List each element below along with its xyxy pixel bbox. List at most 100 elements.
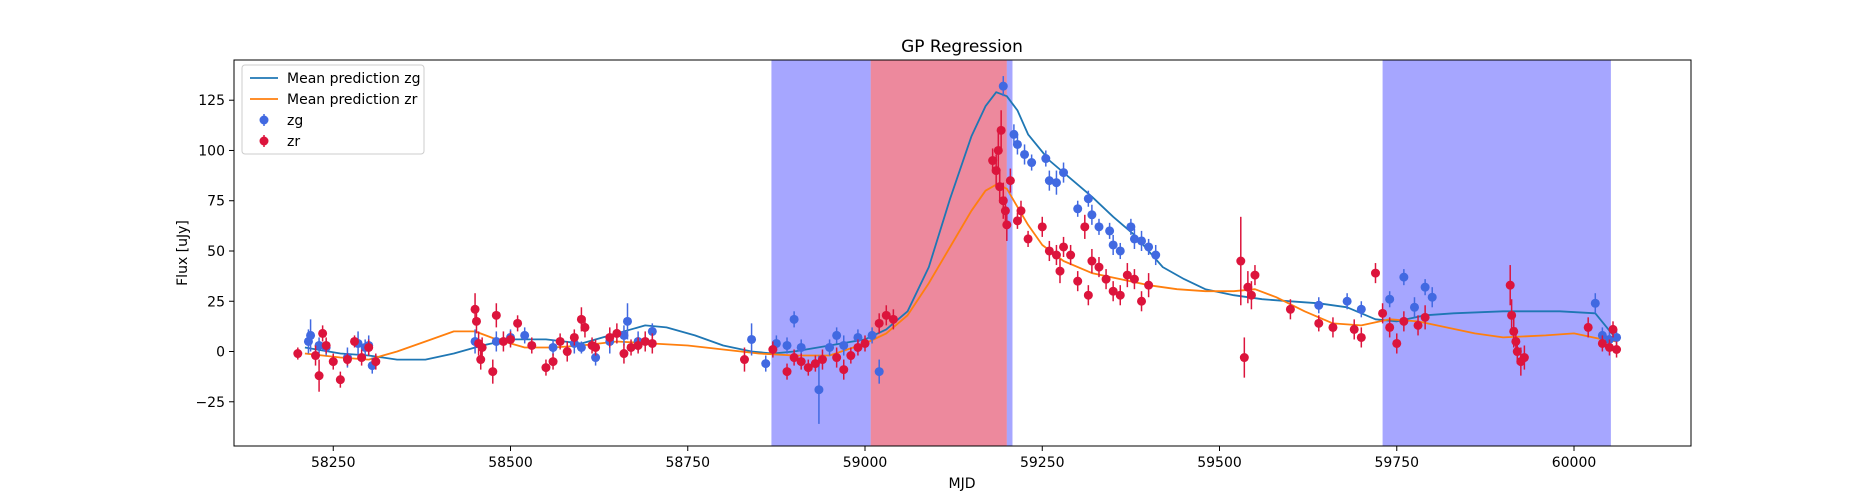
data-point-zg-38 [1020, 144, 1030, 165]
marker-zr-41 [782, 367, 792, 377]
data-point-zr-7 [342, 353, 352, 366]
y-tick-label-100: 100 [198, 143, 225, 159]
marker-zr-103 [1507, 310, 1517, 320]
marker-zg-39 [1027, 158, 1037, 168]
marker-zr-49 [846, 351, 856, 361]
data-point-zr-65 [1016, 200, 1026, 221]
data-point-zg-13 [548, 339, 558, 356]
marker-zg-22 [747, 334, 757, 344]
marker-zr-101 [1420, 312, 1430, 322]
marker-zr-53 [881, 310, 891, 320]
marker-zr-39 [739, 355, 749, 365]
data-point-zr-77 [1094, 257, 1104, 278]
marker-zg-37 [1012, 139, 1022, 149]
x-tick-label-58750: 58750 [665, 455, 710, 471]
data-point-zr-6 [335, 371, 345, 388]
marker-zg-25 [782, 340, 792, 350]
data-point-zr-71 [1059, 236, 1069, 258]
marker-zr-52 [874, 318, 884, 328]
marker-zg-54 [1144, 242, 1154, 252]
marker-zr-85 [1236, 256, 1246, 266]
data-point-zr-74 [1080, 214, 1090, 239]
data-point-zr-0 [293, 347, 303, 360]
marker-zg-23 [761, 359, 771, 369]
marker-zg-40 [1041, 154, 1051, 164]
marker-zr-87 [1243, 282, 1253, 292]
data-point-zg-52 [1129, 228, 1139, 249]
marker-zr-100 [1413, 320, 1423, 330]
data-point-zg-42 [1051, 170, 1061, 195]
data-point-zr-37 [640, 331, 650, 352]
marker-zr-81 [1122, 270, 1132, 280]
data-point-zg-37 [1012, 134, 1022, 155]
marker-zg-13 [548, 342, 558, 352]
data-point-zr-19 [498, 331, 508, 352]
data-point-zg-19 [622, 303, 632, 340]
marker-zr-50 [853, 342, 863, 352]
marker-zr-89 [1250, 270, 1260, 280]
marker-zr-26 [562, 347, 572, 357]
marker-zr-5 [328, 357, 338, 367]
data-point-zg-26 [789, 311, 799, 328]
data-point-zg-53 [1137, 230, 1147, 251]
data-point-zr-111 [1604, 339, 1614, 356]
marker-zg-36 [1009, 129, 1019, 139]
data-point-zr-76 [1087, 248, 1097, 274]
data-point-zr-97 [1385, 317, 1395, 338]
data-point-zr-72 [1066, 244, 1076, 266]
marker-zg-49 [1108, 240, 1118, 250]
data-point-zr-1 [311, 345, 321, 366]
marker-zg-38 [1020, 149, 1030, 159]
data-point-zr-100 [1413, 315, 1423, 336]
data-point-zr-21 [513, 315, 523, 332]
marker-zg-1 [306, 330, 316, 340]
data-point-zg-2 [314, 337, 324, 354]
marker-zg-12 [520, 330, 530, 340]
data-point-zr-45 [810, 355, 820, 372]
legend: Mean prediction zg Mean prediction zr zg… [241, 64, 425, 155]
data-point-zr-112 [1608, 321, 1618, 338]
data-point-zr-110 [1597, 335, 1607, 352]
data-point-zr-15 [476, 349, 486, 370]
marker-zg-41 [1044, 176, 1054, 186]
marker-zg-53 [1137, 236, 1147, 246]
marker-zg-60 [1399, 272, 1409, 282]
data-point-zg-54 [1144, 238, 1154, 256]
data-point-zr-68 [1044, 240, 1054, 262]
data-point-zg-60 [1399, 269, 1409, 286]
marker-zr-35 [626, 342, 636, 352]
data-point-zg-48 [1105, 222, 1115, 239]
marker-zr-90 [1285, 304, 1295, 314]
marker-zr-47 [832, 353, 842, 363]
data-point-zr-93 [1349, 319, 1359, 340]
marker-zr-93 [1349, 324, 1359, 334]
data-point-zr-20 [506, 331, 516, 348]
marker-zr-32 [605, 332, 615, 342]
data-point-zr-102 [1505, 265, 1515, 306]
marker-zr-68 [1044, 246, 1054, 256]
marker-zg-2 [314, 340, 324, 350]
marker-zr-13 [471, 316, 481, 326]
marker-zr-65 [1016, 206, 1026, 216]
data-point-zr-4 [321, 337, 331, 354]
data-point-zr-78 [1101, 269, 1111, 290]
marker-zg-59 [1385, 294, 1395, 304]
x-tick-label-58500: 58500 [488, 455, 533, 471]
marker-zg-30 [832, 330, 842, 340]
data-point-zr-49 [846, 347, 856, 364]
marker-zr-74 [1080, 222, 1090, 232]
marker-zr-11 [371, 357, 381, 367]
marker-zr-27 [569, 332, 579, 342]
data-point-zr-11 [371, 353, 381, 370]
data-point-zr-67 [1037, 216, 1047, 237]
data-point-zr-64 [1012, 212, 1022, 229]
marker-zr-44 [803, 363, 813, 373]
data-point-zr-69 [1051, 244, 1061, 266]
data-point-zr-62 [1002, 208, 1012, 241]
marker-zg-18 [619, 330, 629, 340]
data-point-zr-109 [1583, 317, 1593, 338]
marker-zr-96 [1378, 308, 1388, 318]
data-point-zr-5 [328, 353, 338, 370]
data-point-zr-13 [471, 309, 481, 334]
data-point-zr-113 [1612, 341, 1622, 358]
